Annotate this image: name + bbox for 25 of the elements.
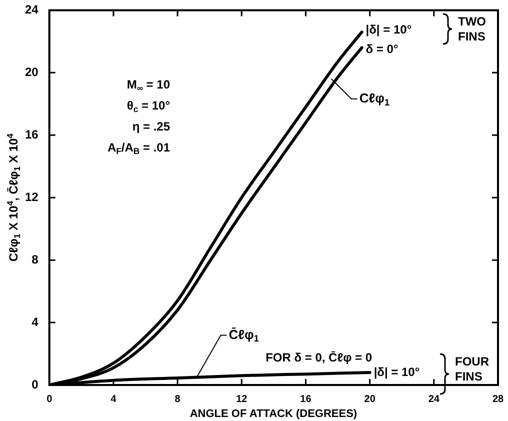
annotation: |δ| = 10°	[374, 364, 420, 379]
annotation: η = .25	[132, 119, 170, 134]
y-tick-label: 20	[24, 64, 39, 79]
annotation: TWO FINS	[458, 14, 486, 44]
x-tick-label: 24	[428, 394, 440, 405]
y-axis-title: Cℓφ1 X 104, C̄ℓφ1 X 104	[4, 133, 22, 262]
annotation: M∞ = 10	[126, 77, 170, 93]
annotation: δ = 0°	[366, 42, 398, 56]
x-tick-label: 12	[236, 394, 248, 405]
x-axis-title: ANGLE OF ATTACK (DEGREES)	[190, 408, 358, 420]
y-tick-label: 16	[24, 127, 39, 142]
annotation: FOR δ = 0, C̄ℓφ = 0	[266, 350, 372, 364]
y-tick-label: 0	[32, 377, 39, 392]
x-tick-label: 16	[300, 394, 312, 405]
x-tick-label: 0	[46, 394, 53, 405]
annotation: |δ| = 10°	[366, 22, 412, 36]
x-tick-label: 28	[492, 394, 504, 405]
y-tick-label: 24	[24, 2, 39, 17]
x-tick-label: 4	[110, 394, 117, 405]
annotation: FOUR FINS	[455, 354, 490, 384]
x-tick-label: 8	[174, 394, 181, 405]
x-tick-label: 20	[364, 394, 376, 405]
y-tick-label: 12	[24, 190, 39, 204]
y-tick-label: 8	[32, 252, 39, 266]
y-tick-label: 4	[32, 314, 39, 329]
